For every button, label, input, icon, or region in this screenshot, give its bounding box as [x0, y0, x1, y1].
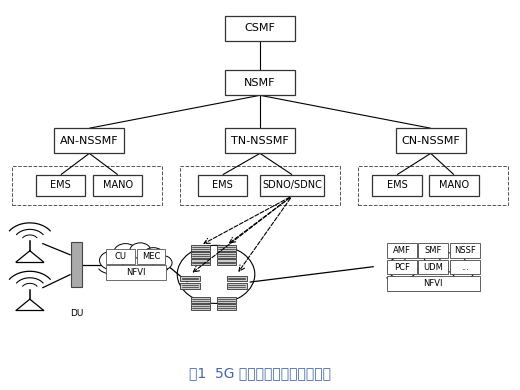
FancyBboxPatch shape: [180, 276, 200, 281]
Text: TN-NSSMF: TN-NSSMF: [231, 136, 289, 146]
Circle shape: [130, 243, 151, 259]
FancyBboxPatch shape: [387, 276, 480, 291]
Text: DU: DU: [70, 308, 83, 317]
Text: NSSF: NSSF: [454, 246, 476, 255]
FancyBboxPatch shape: [198, 175, 248, 196]
FancyBboxPatch shape: [180, 283, 200, 289]
Circle shape: [153, 255, 172, 270]
Text: NSMF: NSMF: [244, 78, 276, 88]
FancyBboxPatch shape: [107, 249, 135, 264]
FancyBboxPatch shape: [227, 276, 246, 281]
FancyBboxPatch shape: [216, 259, 236, 265]
FancyBboxPatch shape: [55, 128, 124, 153]
FancyBboxPatch shape: [191, 252, 211, 258]
Circle shape: [405, 248, 433, 269]
FancyBboxPatch shape: [216, 245, 236, 250]
Text: MANO: MANO: [103, 180, 133, 190]
FancyBboxPatch shape: [191, 304, 211, 310]
FancyBboxPatch shape: [137, 249, 165, 264]
Circle shape: [99, 251, 124, 270]
FancyBboxPatch shape: [36, 175, 85, 196]
Text: NFVI: NFVI: [126, 268, 146, 277]
FancyBboxPatch shape: [227, 283, 246, 289]
FancyBboxPatch shape: [107, 266, 166, 280]
Text: CU: CU: [114, 252, 126, 261]
Text: CN-NSSMF: CN-NSSMF: [401, 136, 460, 146]
FancyBboxPatch shape: [225, 128, 295, 153]
Text: EMS: EMS: [387, 180, 408, 190]
FancyBboxPatch shape: [387, 243, 417, 258]
FancyBboxPatch shape: [418, 243, 448, 258]
Text: PCF: PCF: [394, 262, 410, 271]
FancyBboxPatch shape: [93, 175, 142, 196]
FancyBboxPatch shape: [225, 70, 295, 95]
FancyBboxPatch shape: [418, 260, 448, 275]
Text: SDNO/SDNC: SDNO/SDNC: [262, 180, 322, 190]
Circle shape: [439, 253, 465, 272]
FancyBboxPatch shape: [450, 260, 480, 275]
Circle shape: [114, 244, 137, 261]
Text: AMF: AMF: [393, 246, 411, 255]
FancyBboxPatch shape: [191, 297, 211, 303]
FancyBboxPatch shape: [387, 260, 417, 275]
FancyBboxPatch shape: [430, 175, 478, 196]
FancyBboxPatch shape: [216, 304, 236, 310]
Text: CSMF: CSMF: [244, 23, 276, 34]
FancyBboxPatch shape: [260, 175, 324, 196]
Circle shape: [424, 247, 449, 266]
Text: MANO: MANO: [439, 180, 469, 190]
FancyBboxPatch shape: [396, 128, 465, 153]
Text: NFVI: NFVI: [423, 279, 443, 288]
FancyBboxPatch shape: [216, 252, 236, 258]
Text: UDM: UDM: [423, 262, 443, 271]
Text: ...: ...: [461, 262, 469, 271]
FancyBboxPatch shape: [191, 245, 211, 250]
Circle shape: [142, 248, 164, 264]
FancyBboxPatch shape: [225, 16, 295, 41]
Circle shape: [451, 262, 475, 279]
Text: EMS: EMS: [212, 180, 233, 190]
Text: SMF: SMF: [425, 246, 442, 255]
FancyBboxPatch shape: [71, 243, 82, 287]
Text: AN-NSSMF: AN-NSSMF: [60, 136, 119, 146]
Text: MEC: MEC: [141, 252, 160, 261]
FancyBboxPatch shape: [216, 297, 236, 303]
FancyBboxPatch shape: [372, 175, 422, 196]
Circle shape: [387, 257, 418, 279]
Text: 图1  5G 网络端到端切片管理架构: 图1 5G 网络端到端切片管理架构: [189, 366, 331, 380]
FancyBboxPatch shape: [191, 259, 211, 265]
FancyBboxPatch shape: [450, 243, 480, 258]
Text: EMS: EMS: [50, 180, 71, 190]
